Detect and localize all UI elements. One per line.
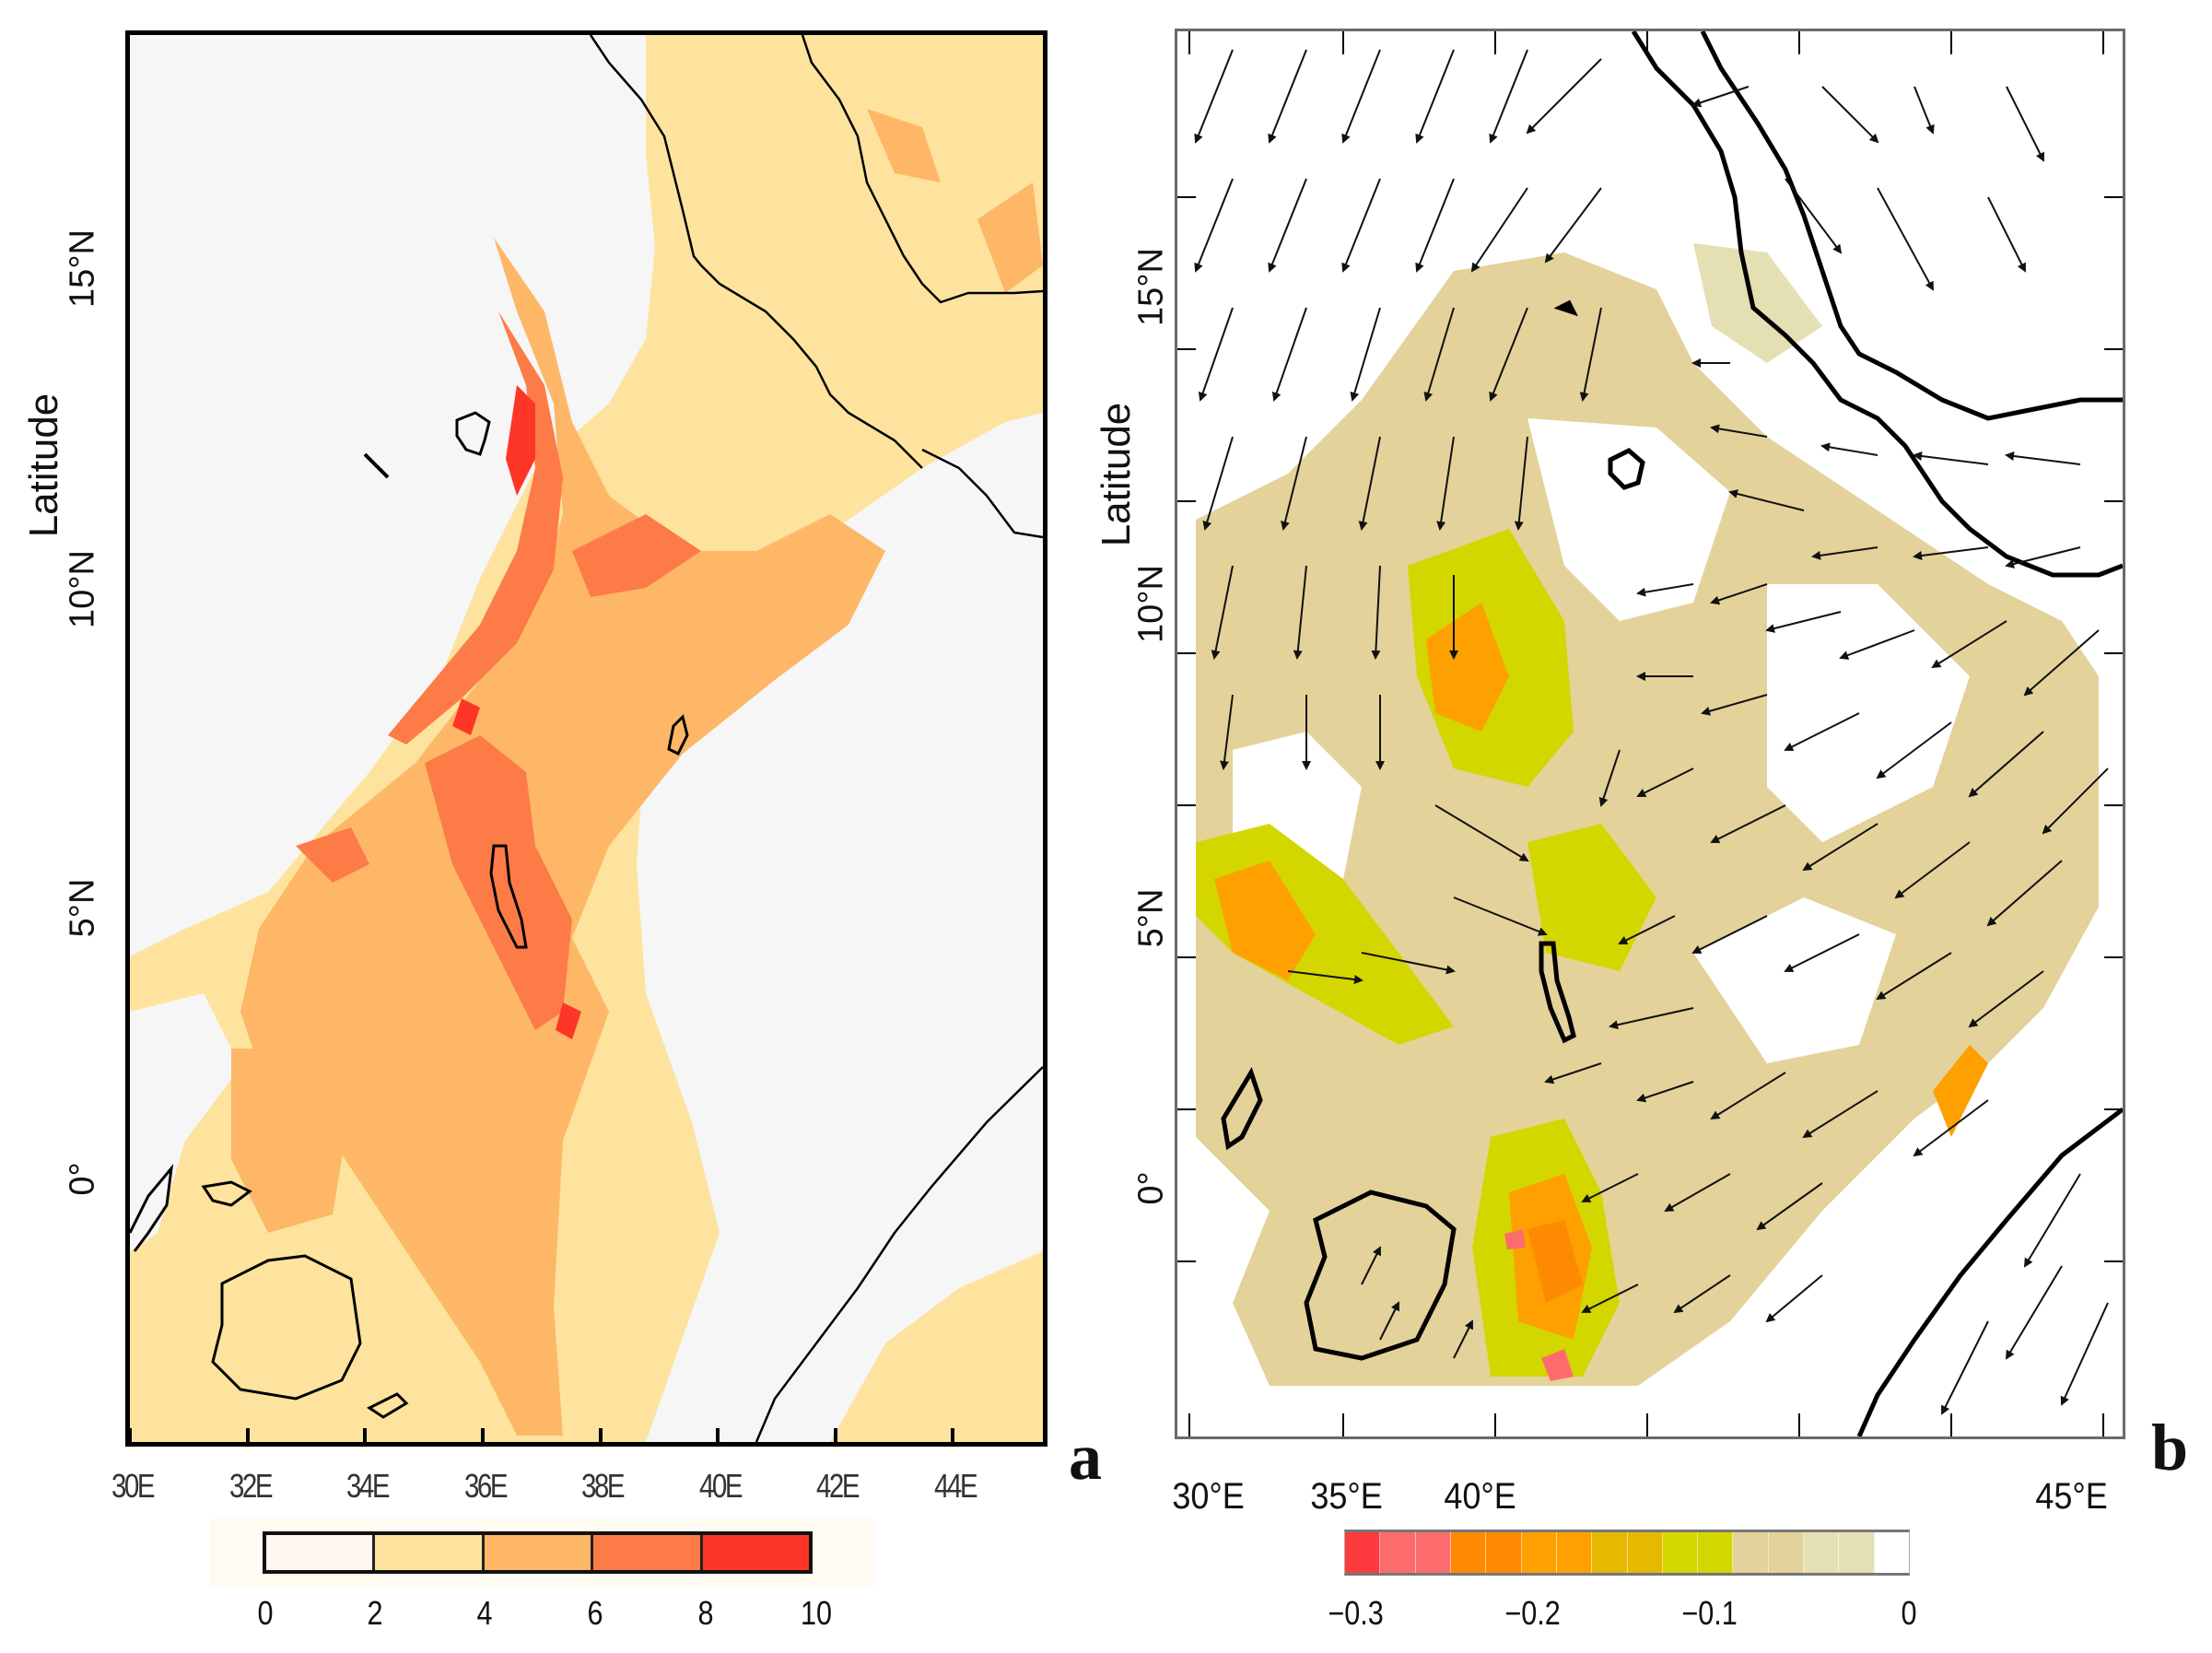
panel-a-map xyxy=(125,30,1047,1447)
panel-b-xtick-35e: 35°E xyxy=(1310,1476,1383,1517)
colorbar-b-label-0: 0 xyxy=(1901,1594,1917,1632)
panel-a-xtick-42e: 42E xyxy=(815,1467,860,1505)
colorbar-b-seg xyxy=(1839,1532,1875,1573)
coastlines xyxy=(589,35,1043,1442)
panel-a-map-svg xyxy=(130,35,1043,1442)
colorbar-b-seg xyxy=(1486,1532,1522,1573)
field-8-10 xyxy=(506,385,535,496)
colorbar-b-seg xyxy=(1592,1532,1628,1573)
colorbar-b-seg xyxy=(1521,1532,1557,1573)
colorbar-a-seg-0 xyxy=(266,1535,376,1570)
panel-a-xtick-44e: 44E xyxy=(933,1467,978,1505)
lakes xyxy=(130,411,689,1419)
lakes xyxy=(1221,299,1645,1361)
panel-a-ytick-5n: 5°N xyxy=(63,878,102,938)
colorbar-b-seg xyxy=(1556,1532,1593,1573)
wind-vectors xyxy=(1194,49,2109,1415)
colorbar-b-label-neg03: −0.3 xyxy=(1328,1594,1384,1632)
colorbar-a xyxy=(263,1531,813,1574)
colorbar-a-seg-4 xyxy=(702,1535,810,1570)
panel-b-xtick-40e: 40°E xyxy=(1444,1476,1516,1517)
panel-b-ytick-0: 0° xyxy=(1131,1171,1171,1205)
colorbar-b-seg xyxy=(1415,1532,1451,1573)
panel-b-ylabel: Latitude xyxy=(1094,402,1139,547)
colorbar-b-seg xyxy=(1733,1532,1769,1573)
colorbar-b-seg xyxy=(1345,1532,1381,1573)
panel-b-map xyxy=(1175,29,2125,1439)
colorbar-b-seg xyxy=(1450,1532,1487,1573)
colorbar-b-seg xyxy=(1768,1532,1805,1573)
colorbar-b-seg xyxy=(1874,1532,1909,1573)
panel-a-xtick-38e: 38E xyxy=(580,1467,626,1505)
colorbar-b-seg xyxy=(1627,1532,1663,1573)
panel-b-xtick-30e: 30°E xyxy=(1172,1476,1245,1517)
panel-a-letter: a xyxy=(1069,1420,1102,1494)
panel-b-xtick-45e: 45°E xyxy=(2035,1476,2108,1517)
colorbar-a-seg-3 xyxy=(593,1535,703,1570)
panel-a-xtick-34e: 34E xyxy=(345,1467,391,1505)
panel-b-ytick-15n: 15°N xyxy=(1131,248,1171,326)
colorbar-a-seg-1 xyxy=(375,1535,485,1570)
panel-b-letter: b xyxy=(2151,1411,2189,1484)
colorbar-b-label-neg01: −0.1 xyxy=(1681,1594,1738,1632)
colorbar-a-label-10: 10 xyxy=(801,1594,833,1632)
panel-a-xtick-32e: 32E xyxy=(228,1467,274,1505)
colorbar-a-label-0: 0 xyxy=(257,1594,274,1632)
panel-a-ylabel: Latitude xyxy=(21,393,66,538)
coastlines xyxy=(1631,31,2123,1436)
panel-b-map-svg xyxy=(1177,31,2123,1436)
panel-a-ytick-10n: 10°N xyxy=(63,550,102,628)
colorbar-a-label-8: 8 xyxy=(697,1594,714,1632)
colorbar-a-label-2: 2 xyxy=(367,1594,383,1632)
colorbar-b-seg xyxy=(1698,1532,1734,1573)
panel-a-xtick-36e: 36E xyxy=(463,1467,509,1505)
colorbar-b xyxy=(1344,1530,1910,1576)
panel-b-ytick-10n: 10°N xyxy=(1131,565,1171,643)
panel-a-xtick-30e: 30E xyxy=(111,1467,156,1505)
panel-a-ytick-15n: 15°N xyxy=(63,229,102,308)
colorbar-b-label-neg02: −0.2 xyxy=(1504,1594,1561,1632)
colorbar-a-label-4: 4 xyxy=(476,1594,493,1632)
colorbar-a-label-6: 6 xyxy=(587,1594,603,1632)
panel-a-xtick-40e: 40E xyxy=(698,1467,743,1505)
colorbar-b-seg xyxy=(1804,1532,1840,1573)
colorbar-b-seg xyxy=(1662,1532,1699,1573)
field-6-8 xyxy=(388,311,563,744)
panel-b-ticks xyxy=(1177,31,2123,1436)
panel-a-ytick-0: 0° xyxy=(63,1162,102,1196)
panel-b-ytick-5n: 5°N xyxy=(1131,888,1171,948)
panel-a-ticks xyxy=(130,1428,954,1442)
field-4-6 xyxy=(240,238,885,1436)
colorbar-a-seg-2 xyxy=(484,1535,594,1570)
colorbar-b-seg xyxy=(1380,1532,1416,1573)
